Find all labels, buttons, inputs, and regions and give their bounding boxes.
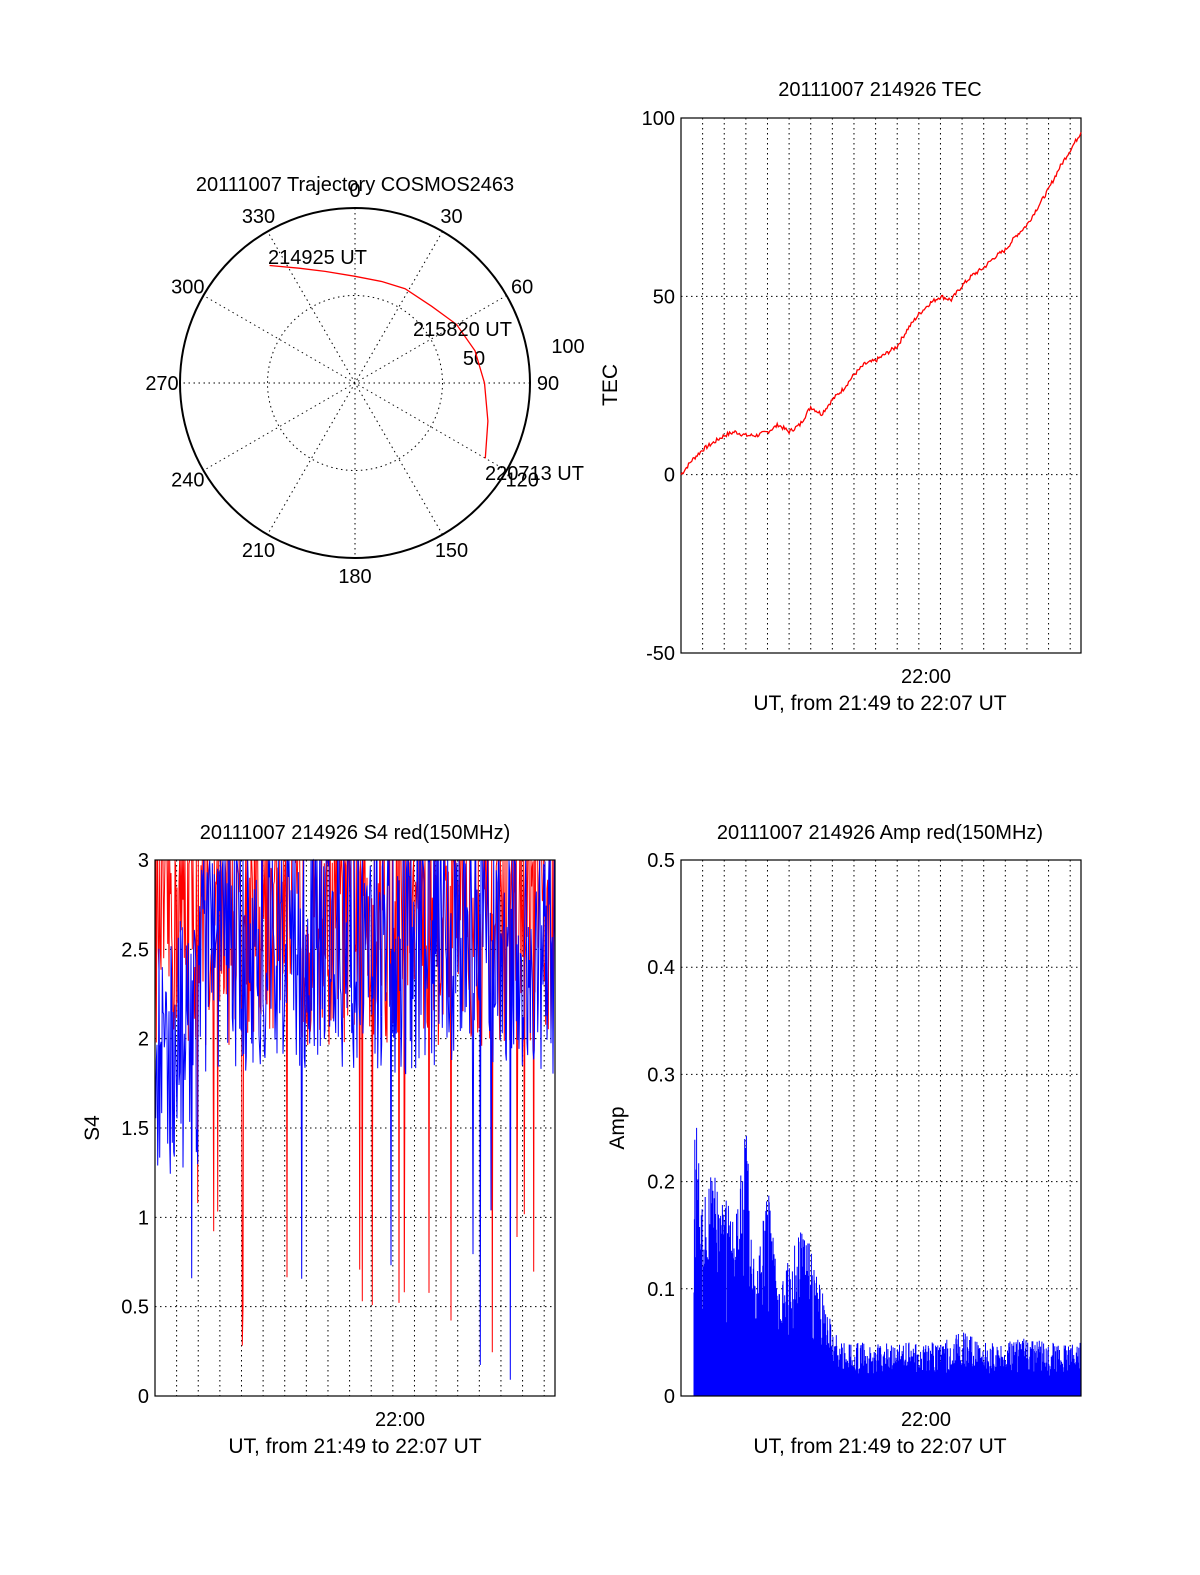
polar-ring-label-100: 100	[551, 336, 584, 358]
tec-title: 20111007 214926 TEC	[778, 79, 982, 101]
tec-xtick-2200: 22:00	[901, 666, 951, 688]
tec-ytick-label: -50	[646, 643, 675, 665]
polar-spokes	[180, 208, 530, 558]
tec-xlabel: UT, from 21:49 to 22:07 UT	[753, 692, 1006, 715]
tec-yticks: -50 0 50 100	[642, 108, 675, 665]
amp-ytick-label: 0.5	[647, 850, 675, 872]
polar-title: 20111007 Trajectory COSMOS2463	[196, 174, 514, 196]
tec-plot: 20111007 214926 TEC -50 0 50 100 22:00 UT, …	[599, 79, 1082, 715]
amp-yticks: 0 0.1 0.2 0.3 0.4 0.5	[647, 850, 675, 1408]
s4-yticks: 0 0.5 1 1.5 2 2.5 3	[121, 850, 149, 1408]
polar-azimuth-label: 210	[242, 540, 275, 562]
amp-ytick-label: 0	[664, 1386, 675, 1408]
polar-azimuth-label: 150	[435, 540, 468, 562]
s4-title: 20111007 214926 S4 red(150MHz)	[200, 822, 511, 844]
s4-ytick-label: 0	[138, 1386, 149, 1408]
amp-xtick-2200: 22:00	[901, 1409, 951, 1431]
polar-spoke	[267, 231, 443, 535]
polar-azimuth-label: 0	[349, 180, 360, 202]
polar-azimuth-label: 240	[171, 470, 204, 492]
tec-ytick-label: 0	[664, 465, 675, 487]
polar-azimuth-label: 180	[338, 566, 371, 588]
amp-plot: 20111007 214926 Amp red(150MHz) 00.10.20…	[606, 822, 1082, 1458]
s4-ytick-label: 3	[138, 850, 149, 872]
polar-azimuth-label: 30	[440, 206, 462, 228]
amp-ytick-label: 0.2	[647, 1172, 675, 1194]
s4-xlabel: UT, from 21:49 to 22:07 UT	[228, 1435, 481, 1458]
amp-blue-series	[693, 1127, 1082, 1396]
tec-frame	[680, 117, 1082, 654]
tec-ytick-label: 100	[642, 108, 675, 130]
s4-ylabel: S4	[81, 1115, 104, 1141]
tec-grid	[681, 118, 1081, 653]
trajectory-line	[269, 264, 489, 459]
polar-ring-label-50: 50	[463, 348, 485, 370]
polar-azimuth-label: 60	[511, 277, 533, 299]
s4-ytick-label: 0.5	[121, 1297, 149, 1319]
polar-azimuth-labels: 0 30 60 90 120 150 180 210 240 270 300 330	[145, 180, 559, 588]
polar-azimuth-label: 270	[145, 373, 178, 395]
polar-azimuth-label: 300	[171, 277, 204, 299]
polar-azimuth-label: 90	[537, 373, 559, 395]
tec-ytick-label: 50	[653, 286, 675, 308]
trajectory-start-label: 214925 UT	[268, 247, 367, 269]
trajectory-end-label: 220713 UT	[485, 463, 584, 485]
s4-ytick-label: 2	[138, 1029, 149, 1051]
amp-ytick-label: 0.3	[647, 1064, 675, 1086]
amp-xlabel: UT, from 21:49 to 22:07 UT	[753, 1435, 1006, 1458]
amp-ylabel: Amp	[606, 1106, 629, 1149]
s4-plot: 20111007 214926 S4 red(150MHz) 0 0.5 1 1.5 2…	[81, 822, 556, 1458]
tec-ylabel: TEC	[599, 364, 622, 406]
amp-frame	[680, 859, 1082, 1397]
s4-ytick-label: 1.5	[121, 1118, 149, 1140]
trajectory-mid-label: 215820 UT	[413, 319, 512, 341]
amp-grid	[681, 860, 1081, 1396]
amp-title: 20111007 214926 Amp red(150MHz)	[717, 822, 1043, 844]
s4-ytick-label: 1	[138, 1207, 149, 1229]
polar-trajectory-plot: 20111007 Trajectory COSMOS2463 0 30 60 90 12…	[145, 174, 584, 588]
s4-frame	[154, 859, 556, 1397]
s4-blue-series	[154, 858, 556, 1380]
amp-ytick-label: 0.1	[647, 1279, 675, 1301]
s4-xtick-2200: 22:00	[375, 1409, 425, 1431]
polar-azimuth-label: 330	[242, 206, 275, 228]
amp-ytick-label: 0.4	[647, 957, 675, 979]
polar-ring-50	[267, 295, 443, 471]
s4-ytick-label: 2.5	[121, 939, 149, 961]
tec-series-line	[680, 132, 1082, 476]
polar-azimuth-label: 120	[505, 470, 538, 492]
